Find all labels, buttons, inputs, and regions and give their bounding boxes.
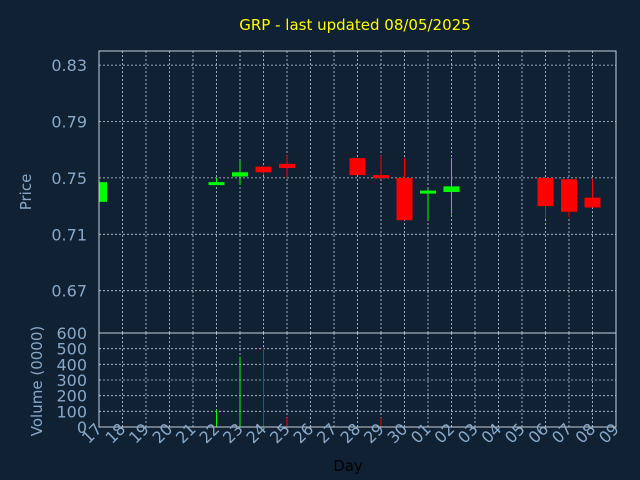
candle-body bbox=[373, 175, 389, 179]
x-tick-label: 09 bbox=[595, 419, 623, 447]
volume-tick-label: 400 bbox=[56, 355, 87, 374]
candle-body bbox=[232, 172, 248, 177]
price-tick-label: 0.83 bbox=[51, 56, 87, 75]
price-tick-label: 0.75 bbox=[51, 169, 87, 188]
candle-body bbox=[279, 163, 295, 169]
price-panel: 0.83 0.79 0.75 0.71 0.67 bbox=[51, 50, 617, 334]
price-tick-label: 0.71 bbox=[51, 225, 87, 244]
volume-tick-label: 0 bbox=[77, 418, 87, 437]
volume-tick-label: 300 bbox=[56, 371, 87, 390]
volume-axis-label: Volume (0000) bbox=[28, 326, 46, 436]
candle-body bbox=[443, 186, 460, 192]
x-axis-label: Day bbox=[333, 457, 363, 475]
candle-body bbox=[420, 190, 436, 194]
price-tick-label: 0.79 bbox=[51, 113, 87, 132]
candle-body bbox=[349, 158, 366, 176]
volume-tick-label: 600 bbox=[56, 324, 87, 343]
candle-body bbox=[208, 182, 225, 186]
candle-body bbox=[584, 197, 601, 208]
candle-body bbox=[99, 182, 107, 202]
chart-title: GRP - last updated 08/05/2025 bbox=[239, 16, 470, 34]
candle-body bbox=[537, 177, 554, 207]
candle-body bbox=[255, 166, 272, 173]
volume-tick-label: 500 bbox=[56, 340, 87, 359]
price-tick-label: 0.67 bbox=[51, 282, 87, 301]
price-axis-label: Price bbox=[17, 174, 35, 211]
volume-plot-frame bbox=[98, 332, 617, 428]
candle-body bbox=[561, 179, 577, 212]
volume-tick-label: 200 bbox=[56, 387, 87, 406]
volume-tick-label: 100 bbox=[56, 402, 87, 421]
candle-body bbox=[396, 177, 413, 221]
